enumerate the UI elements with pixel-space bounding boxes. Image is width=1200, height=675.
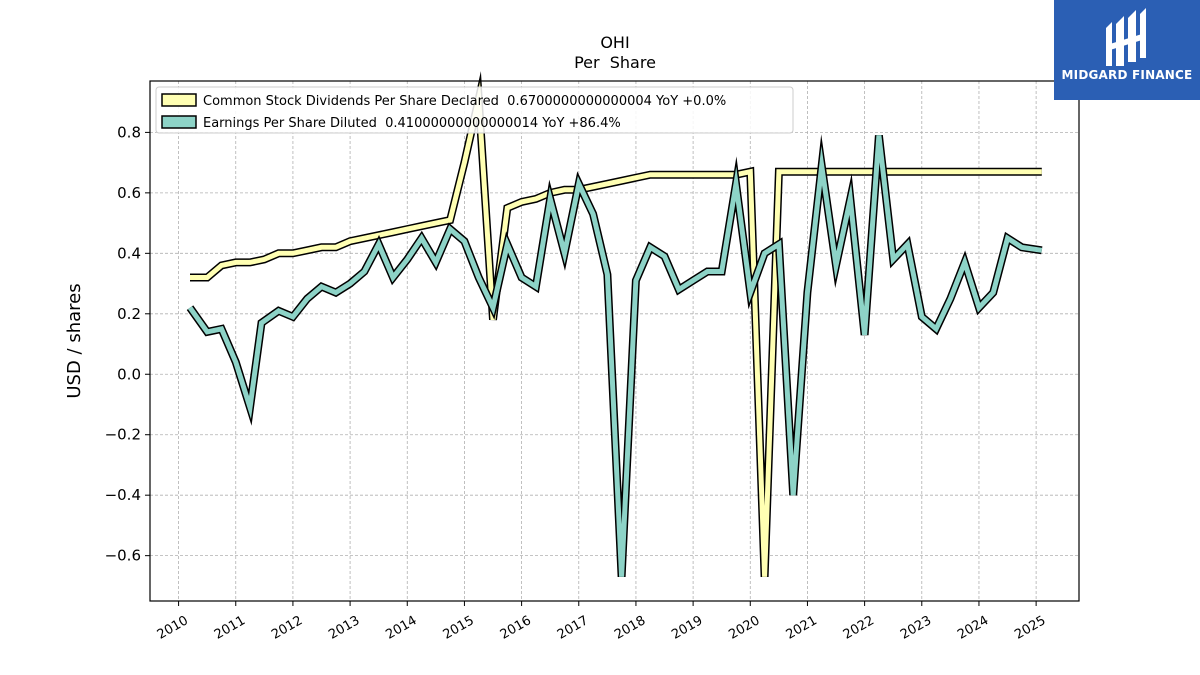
y-tick-label: −0.6 [105, 547, 141, 565]
logo-mark-icon [1054, 0, 1200, 100]
y-tick-label: 0.0 [117, 365, 141, 383]
legend-label-eps: Earnings Per Share Diluted 0.41000000000… [203, 116, 621, 131]
series-line-0 [190, 81, 1042, 577]
series-line-1 [187, 135, 1043, 577]
x-tick-label: 2019 [669, 613, 705, 643]
legend-box [155, 86, 794, 134]
legend: Common Stock Dividends Per Share Declare… [155, 86, 794, 134]
x-tick-label: 2024 [955, 613, 991, 643]
y-tick-label: 0.2 [117, 305, 141, 323]
series-outline-1 [186, 134, 1043, 577]
grid [150, 81, 1079, 601]
x-tick-label: 2013 [326, 613, 362, 643]
logo-text: MIDGARD FINANCE [1061, 68, 1193, 82]
x-tick-label: 2017 [555, 613, 591, 643]
x-tick-label: 2010 [155, 613, 191, 643]
legend-swatch-eps [161, 115, 197, 129]
legend-label-dividends: Common Stock Dividends Per Share Declare… [203, 94, 726, 109]
x-axis-ticks: 2010 2011 2012 2013 2014 2015 2016 2017 2018 2019… [155, 601, 1048, 643]
x-tick-label: 2023 [898, 613, 934, 643]
y-tick-label: −0.4 [105, 486, 141, 504]
x-tick-label: 2015 [441, 613, 477, 643]
y-axis-ticks: −0.6 −0.4 −0.2 0.0 0.2 0.4 0.6 0.8 [105, 123, 150, 565]
x-tick-label: 2016 [498, 613, 534, 643]
x-tick-label: 2025 [1012, 613, 1048, 643]
chart-subtitle: Per Share [574, 53, 656, 72]
brand-logo: MIDGARD FINANCE [1054, 0, 1200, 100]
x-tick-label: 2011 [212, 613, 248, 643]
y-axis-label: USD / shares [64, 283, 85, 398]
x-tick-label: 2022 [841, 613, 877, 643]
x-tick-label: 2018 [612, 613, 648, 643]
y-tick-label: 0.8 [117, 123, 141, 141]
plot-frame [149, 80, 1080, 602]
y-tick-label: 0.4 [117, 244, 141, 262]
x-tick-label: 2014 [383, 613, 419, 643]
x-tick-label: 2021 [784, 613, 820, 643]
legend-swatch-dividends [161, 93, 197, 107]
chart-title: OHI [600, 33, 629, 52]
x-tick-label: 2012 [269, 613, 305, 643]
series-lines [186, 71, 1043, 577]
x-tick-label: 2020 [726, 613, 762, 643]
y-tick-label: −0.2 [105, 426, 141, 444]
y-tick-label: 0.6 [117, 184, 141, 202]
